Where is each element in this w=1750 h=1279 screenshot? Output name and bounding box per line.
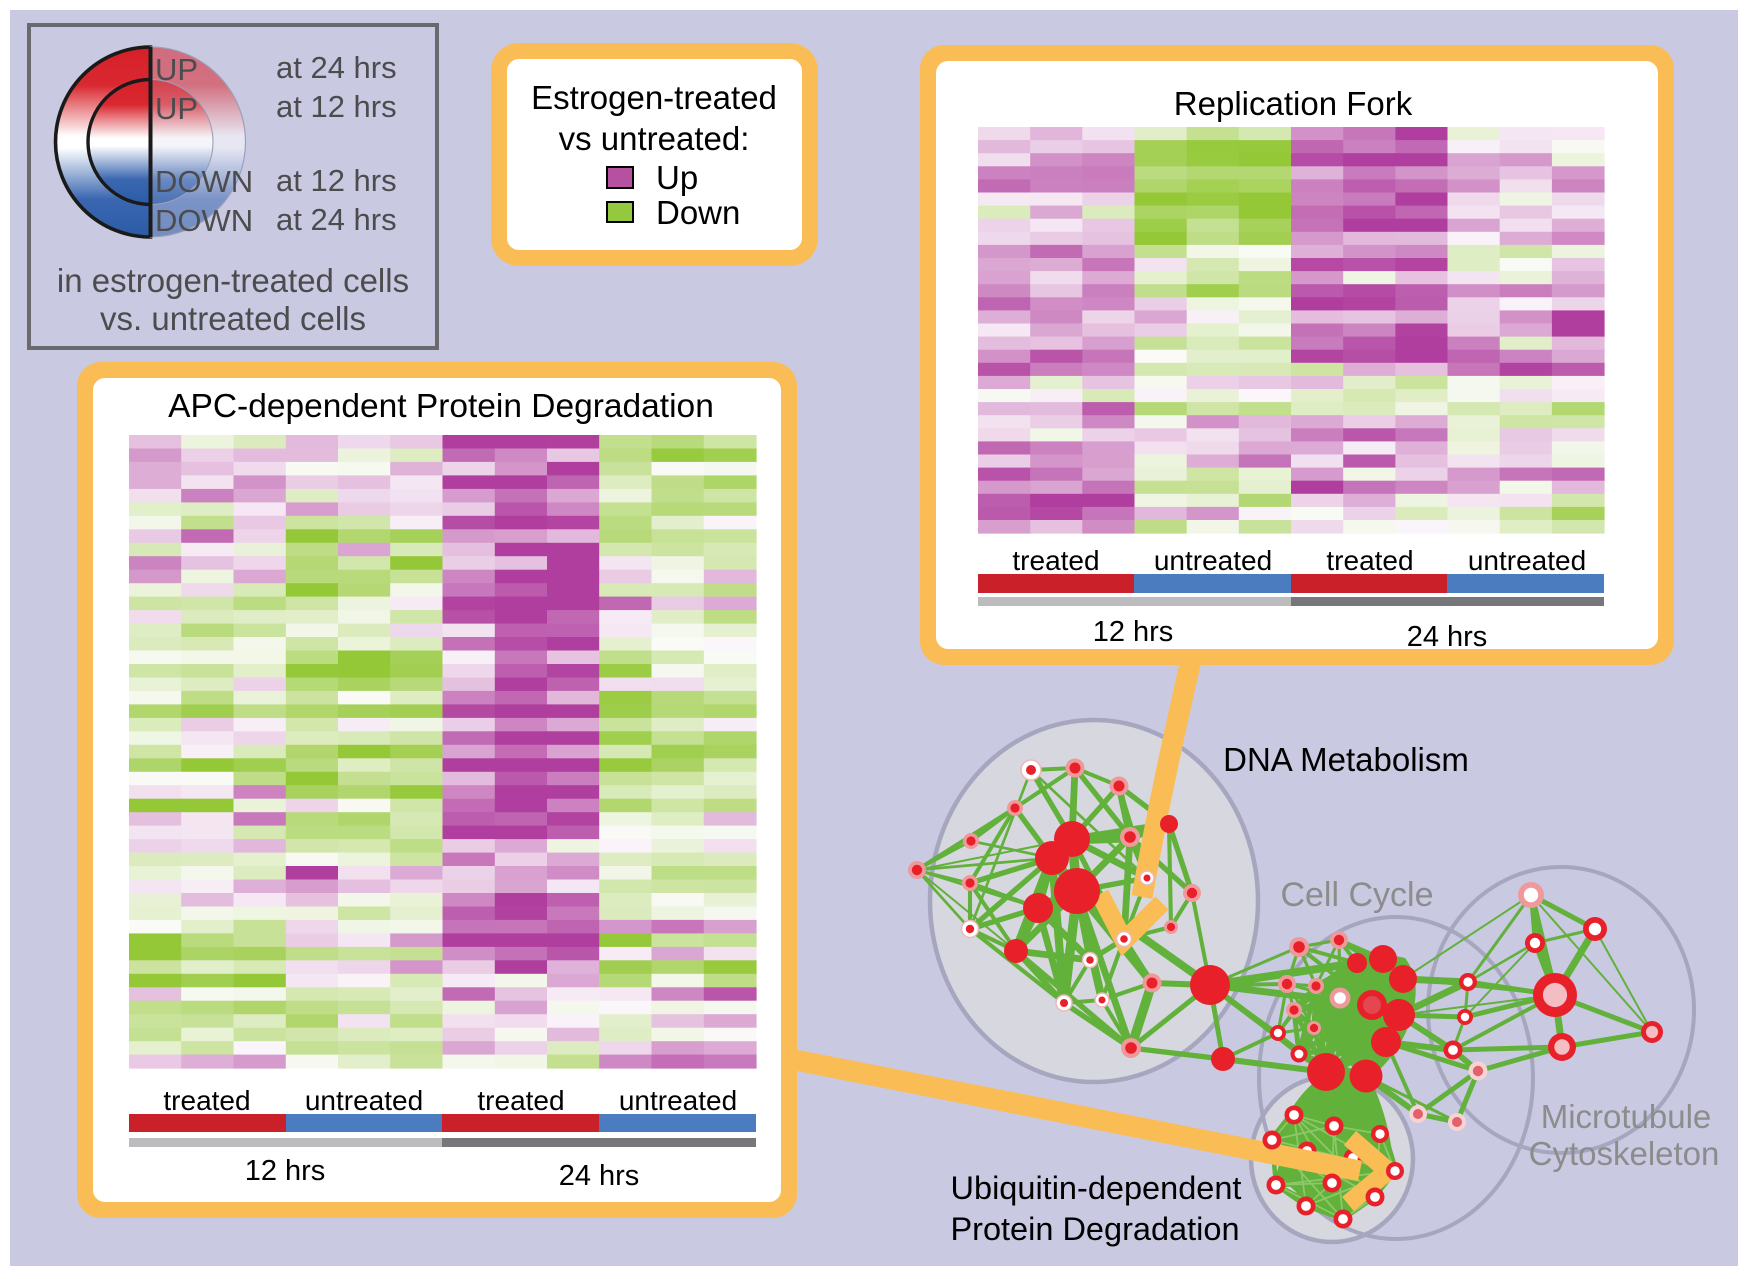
svg-text:treated: treated (477, 1085, 564, 1116)
svg-text:untreated: untreated (619, 1085, 737, 1116)
svg-text:treated: treated (1012, 545, 1099, 576)
svg-text:DNA Metabolism: DNA Metabolism (1223, 741, 1469, 778)
svg-text:vs untreated:: vs untreated: (559, 120, 750, 157)
svg-text:Replication Fork: Replication Fork (1174, 85, 1413, 122)
svg-text:UP: UP (155, 91, 198, 126)
svg-text:treated: treated (1326, 545, 1413, 576)
svg-text:Protein Degradation: Protein Degradation (950, 1211, 1239, 1247)
svg-text:12 hrs: 12 hrs (1093, 616, 1174, 648)
svg-text:UP: UP (155, 52, 198, 87)
svg-text:Estrogen-treated: Estrogen-treated (531, 79, 777, 116)
svg-text:at 12 hrs: at 12 hrs (276, 89, 397, 124)
svg-text:at 24 hrs: at 24 hrs (276, 202, 397, 237)
svg-text:Up: Up (656, 159, 698, 196)
svg-text:24 hrs: 24 hrs (1407, 621, 1488, 653)
svg-text:Down: Down (656, 194, 740, 231)
svg-text:24 hrs: 24 hrs (559, 1160, 640, 1192)
svg-text:Microtubule: Microtubule (1541, 1098, 1712, 1135)
svg-text:Cytoskeleton: Cytoskeleton (1529, 1135, 1720, 1172)
svg-text:vs. untreated cells: vs. untreated cells (100, 300, 366, 337)
svg-text:at 24 hrs: at 24 hrs (276, 50, 397, 85)
svg-text:DOWN: DOWN (155, 203, 253, 238)
svg-text:12 hrs: 12 hrs (245, 1155, 326, 1187)
svg-text:DOWN: DOWN (155, 164, 253, 199)
svg-text:untreated: untreated (305, 1085, 423, 1116)
svg-text:Cell Cycle: Cell Cycle (1280, 876, 1433, 914)
svg-text:Ubiquitin-dependent: Ubiquitin-dependent (951, 1170, 1242, 1206)
svg-text:APC-dependent Protein Degradat: APC-dependent Protein Degradation (168, 388, 714, 425)
svg-text:untreated: untreated (1154, 545, 1272, 576)
svg-text:in estrogen-treated cells: in estrogen-treated cells (57, 262, 409, 299)
svg-text:treated: treated (163, 1085, 250, 1116)
svg-text:untreated: untreated (1468, 545, 1586, 576)
svg-text:at 12 hrs: at 12 hrs (276, 163, 397, 198)
